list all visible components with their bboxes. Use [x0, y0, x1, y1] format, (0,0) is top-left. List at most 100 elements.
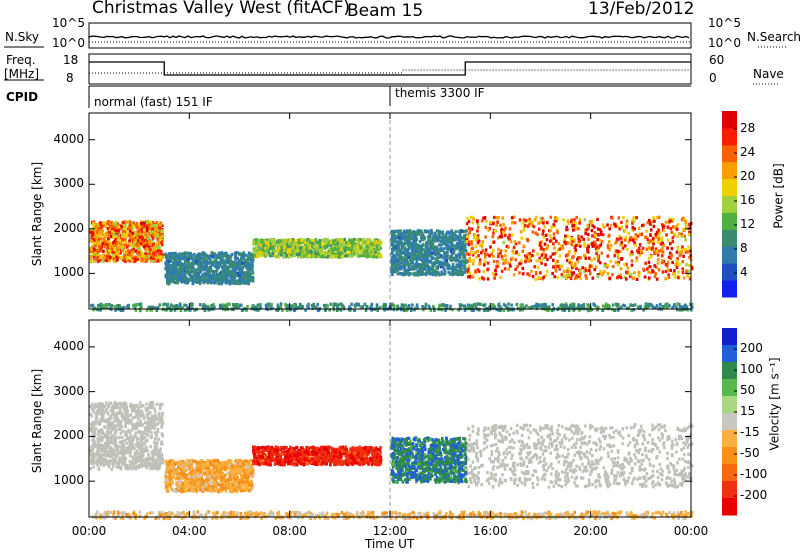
data-cell [656, 240, 660, 244]
data-cell [422, 254, 425, 258]
data-cell [633, 227, 636, 231]
data-cell [451, 244, 454, 248]
data-cell [445, 252, 449, 256]
data-cell [222, 276, 226, 280]
data-cell [280, 245, 283, 249]
data-cell [618, 227, 622, 231]
data-cell [608, 248, 611, 252]
data-cell [428, 249, 432, 253]
data-cell [480, 251, 483, 255]
data-cell [658, 249, 661, 253]
data-cell [425, 243, 428, 247]
data-cell [324, 308, 327, 312]
data-cell [445, 243, 448, 247]
data-cell [117, 235, 120, 239]
data-cell [463, 229, 466, 233]
data-cell [606, 272, 610, 276]
data-cell [104, 240, 107, 244]
data-cell [164, 255, 168, 259]
data-cell [419, 270, 423, 275]
data-cell [95, 237, 98, 241]
data-cell [264, 249, 268, 253]
data-cell [411, 257, 415, 261]
data-cell [600, 272, 604, 276]
data-cell [463, 304, 467, 308]
data-cell [107, 231, 111, 235]
data-cell [101, 233, 105, 237]
data-cell [159, 249, 163, 253]
data-cell [119, 242, 122, 246]
data-cell [186, 264, 189, 268]
data-cell [111, 252, 115, 256]
data-cell [359, 238, 362, 242]
data-cell [221, 272, 224, 277]
data-cell [393, 256, 396, 260]
data-cell [554, 216, 557, 220]
data-cell [578, 218, 582, 222]
data-cell [627, 240, 631, 244]
data-cell [348, 244, 351, 248]
data-cell [319, 249, 323, 253]
data-cell [142, 240, 145, 244]
data-cell [393, 236, 396, 240]
data-cell [676, 223, 680, 227]
data-cell [534, 272, 538, 276]
data-cell [143, 238, 147, 242]
data-cell [116, 257, 119, 261]
data-cell [445, 263, 448, 267]
data-cell [459, 235, 462, 239]
data-cell [203, 257, 207, 261]
data-cell [187, 258, 190, 262]
data-cell [680, 250, 684, 254]
data-cell [105, 258, 108, 263]
data-cell [646, 237, 649, 241]
data-cell [262, 253, 265, 257]
data-cell [217, 266, 220, 270]
data-cell [357, 254, 360, 258]
data-cell [390, 259, 393, 263]
data-cell [466, 235, 469, 239]
data-cell [616, 225, 620, 229]
data-cell [92, 235, 96, 240]
data-cell [661, 250, 665, 254]
data-cell [171, 280, 175, 284]
data-cell [289, 304, 292, 308]
data-cell [402, 262, 405, 266]
data-cell [415, 248, 418, 252]
data-cell [468, 271, 471, 275]
data-cell [425, 271, 428, 275]
data-cell [477, 236, 480, 240]
data-cell [89, 259, 92, 263]
data-cell [133, 258, 137, 262]
data-cell [687, 269, 690, 273]
data-cell [412, 240, 416, 245]
data-cell [471, 253, 475, 257]
data-cell [450, 236, 453, 240]
data-cell [218, 305, 222, 309]
data-cell [223, 263, 226, 267]
data-cell [434, 252, 437, 257]
data-cell [151, 227, 154, 231]
data-cell [328, 247, 331, 251]
data-cell [347, 253, 351, 258]
data-cell [190, 265, 193, 269]
data-cell [89, 230, 93, 234]
data-cell [438, 255, 442, 259]
data-cell [422, 235, 425, 239]
data-cell [247, 270, 251, 274]
data-cell [247, 251, 251, 255]
data-cell [124, 223, 127, 227]
data-cell [659, 242, 663, 246]
data-cell [321, 254, 324, 258]
data-cell [425, 241, 428, 245]
data-cell [399, 261, 403, 265]
data-cell [192, 279, 195, 283]
data-cell [166, 253, 169, 257]
data-cell [304, 308, 307, 312]
data-cell [550, 237, 554, 241]
data-cell [493, 274, 496, 278]
data-cell [287, 255, 291, 259]
data-cell [432, 306, 436, 310]
data-cell [571, 220, 575, 224]
data-cell [534, 277, 538, 281]
